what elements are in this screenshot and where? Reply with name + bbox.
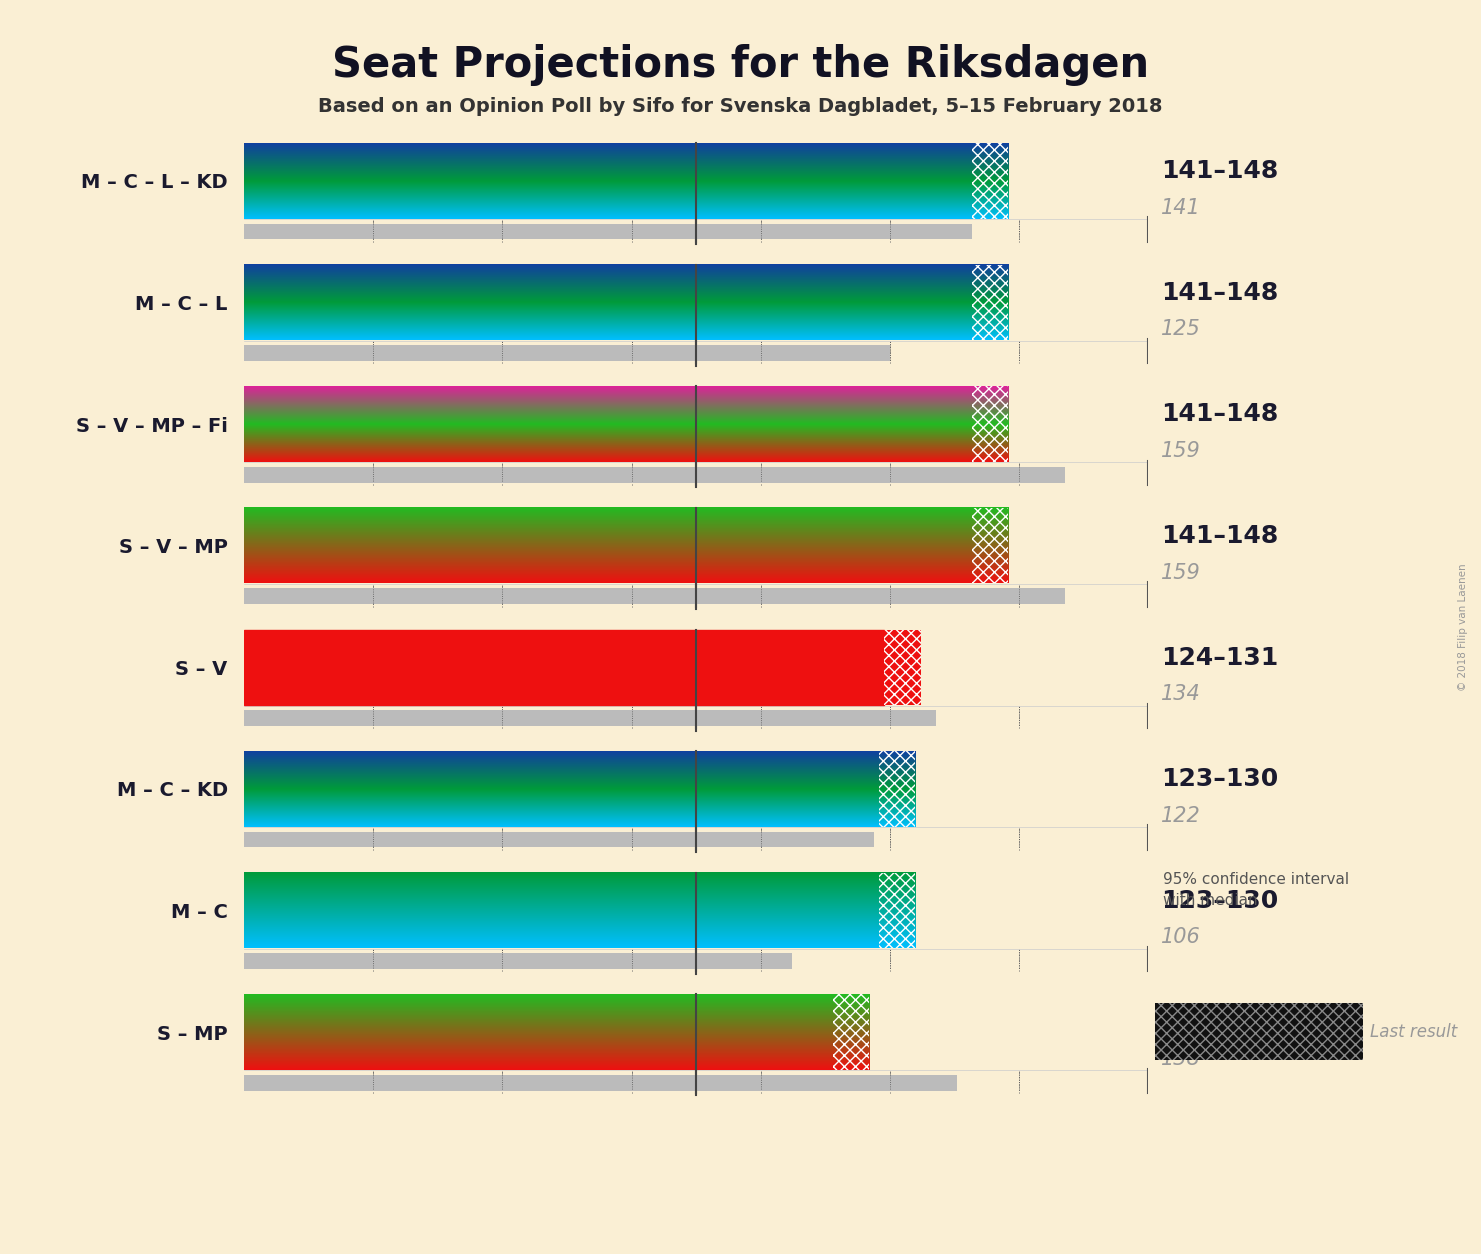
Bar	[244, 588, 1065, 604]
Text: 95% confidence interval: 95% confidence interval	[1163, 872, 1349, 887]
Bar	[972, 508, 1009, 583]
Bar	[244, 831, 874, 848]
Text: 123–130: 123–130	[1161, 767, 1278, 791]
Text: 141–148: 141–148	[1161, 524, 1278, 548]
Text: Last result: Last result	[1370, 1022, 1457, 1041]
Bar	[244, 630, 884, 705]
Text: 123–130: 123–130	[1161, 889, 1278, 913]
Text: 159: 159	[1161, 441, 1201, 461]
Text: 122: 122	[1161, 806, 1201, 825]
Text: with median: with median	[1163, 893, 1257, 908]
Text: 125: 125	[1161, 320, 1201, 340]
Text: 114–121: 114–121	[1161, 1011, 1278, 1035]
Bar	[972, 386, 1009, 461]
Bar	[880, 751, 915, 826]
Bar	[244, 1075, 957, 1091]
Text: 124–131: 124–131	[1161, 646, 1278, 670]
Bar	[972, 143, 1009, 218]
Bar	[880, 873, 915, 948]
Bar	[884, 630, 921, 705]
Text: 141–148: 141–148	[1161, 281, 1278, 305]
Bar	[244, 953, 791, 969]
Bar	[244, 345, 890, 361]
Bar	[884, 630, 921, 705]
Text: Seat Projections for the Riksdagen: Seat Projections for the Riksdagen	[332, 44, 1149, 85]
Bar	[244, 223, 972, 240]
Text: © 2018 Filip van Laenen: © 2018 Filip van Laenen	[1459, 563, 1468, 691]
Text: 141–148: 141–148	[1161, 159, 1278, 183]
Text: 141–148: 141–148	[1161, 403, 1278, 426]
Text: 159: 159	[1161, 563, 1201, 583]
Bar	[832, 994, 869, 1070]
Text: 134: 134	[1161, 685, 1201, 703]
Bar	[244, 710, 936, 726]
Bar	[972, 265, 1009, 340]
Text: 141: 141	[1161, 198, 1201, 218]
Text: 138: 138	[1161, 1048, 1201, 1068]
Bar	[244, 466, 1065, 483]
Text: 106: 106	[1161, 927, 1201, 947]
Text: Based on an Opinion Poll by Sifo for Svenska Dagbladet, 5–15 February 2018: Based on an Opinion Poll by Sifo for Sve…	[318, 97, 1163, 115]
